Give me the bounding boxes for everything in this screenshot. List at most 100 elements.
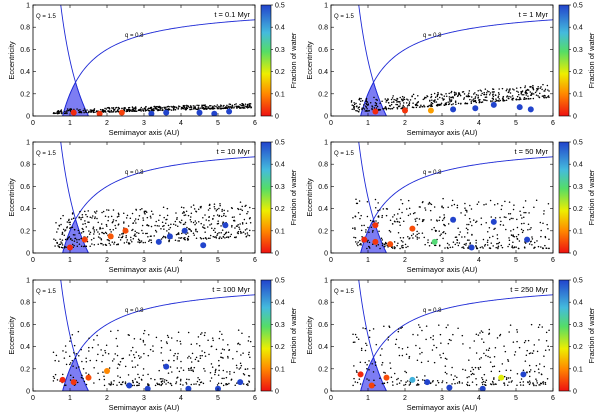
field-particle [107,219,109,222]
colorbar-tick-label: 0 [275,114,279,121]
field-particle [489,383,492,385]
apocentre-curve [358,5,387,116]
field-particle [235,103,237,105]
field-particle [369,219,372,222]
field-particle [357,244,359,247]
field-particle [510,369,512,372]
field-particle [423,104,425,107]
field-particle [197,336,200,338]
field-particle [487,349,490,352]
field-particle [505,228,507,231]
field-particle [198,108,200,110]
field-particle [147,235,149,238]
field-particle [183,211,185,214]
field-particle [77,109,80,112]
field-particle [439,103,441,106]
field-particle [540,235,542,238]
field-particle [432,338,434,341]
field-particle [399,96,401,99]
field-particle [479,366,482,368]
field-particle [373,107,376,109]
field-particle [493,91,495,93]
field-particle [137,241,139,243]
field-particle [136,231,138,234]
field-particle [529,228,531,231]
field-particle [112,220,114,223]
field-particle [204,214,206,216]
field-particle [210,345,213,348]
field-particle [361,224,363,227]
field-particle [455,93,457,95]
field-particle [459,94,462,97]
field-particle [143,352,145,355]
field-particle [403,384,405,386]
field-particle [385,242,388,245]
field-particle [249,222,252,224]
field-particle [513,246,516,249]
x-tick-label: 3 [142,257,146,264]
field-particle [170,105,172,108]
field-particle [528,364,531,367]
field-particle [225,376,228,379]
embryo-point [490,218,497,225]
field-particle [188,228,190,230]
field-particle [179,237,182,239]
field-particle [391,381,394,383]
field-particle [495,98,497,100]
field-particle [231,216,234,218]
field-particle [192,369,194,371]
field-particle [117,363,120,365]
field-particle [178,221,181,223]
field-particle [416,104,419,107]
field-particle [55,112,57,114]
field-particle [433,361,436,364]
field-particle [462,90,465,93]
field-particle [233,220,236,222]
field-particle [368,360,370,362]
field-particle [203,334,206,337]
field-particle [183,206,185,209]
field-particle [528,383,531,386]
field-particle [157,109,159,112]
embryo-point [226,108,233,115]
field-particle [483,91,485,94]
field-particle [436,380,439,382]
field-particle [224,106,227,108]
field-particle [179,340,181,343]
field-particle [496,202,499,205]
field-particle [167,336,170,339]
field-particle [59,217,62,220]
field-particle [443,98,445,100]
field-particle [125,217,128,219]
field-particle [443,223,445,226]
field-particle [248,351,250,354]
field-particle [246,228,248,230]
field-particle [537,245,540,248]
field-particle [405,102,408,104]
field-particle [451,383,453,385]
field-particle [541,247,544,249]
field-particle [471,99,473,101]
field-particle [358,110,360,113]
field-particle [139,241,142,243]
field-particle [235,225,238,227]
field-particle [117,212,120,214]
time-label: t = 0.1 Myr [214,10,250,19]
field-particle [178,233,180,235]
field-particle [181,232,183,235]
field-particle [211,366,214,368]
field-particle [530,323,533,326]
field-particle [169,108,171,111]
field-particle [209,234,212,237]
field-particle [72,243,74,246]
field-particle [485,203,487,205]
field-particle [353,236,355,239]
field-particle [190,383,193,386]
field-particle [356,371,358,373]
field-particle [403,106,405,108]
field-particle [431,349,434,351]
field-particle [198,378,201,381]
field-particle [221,333,223,336]
field-particle [177,331,180,334]
field-particle [418,218,421,220]
